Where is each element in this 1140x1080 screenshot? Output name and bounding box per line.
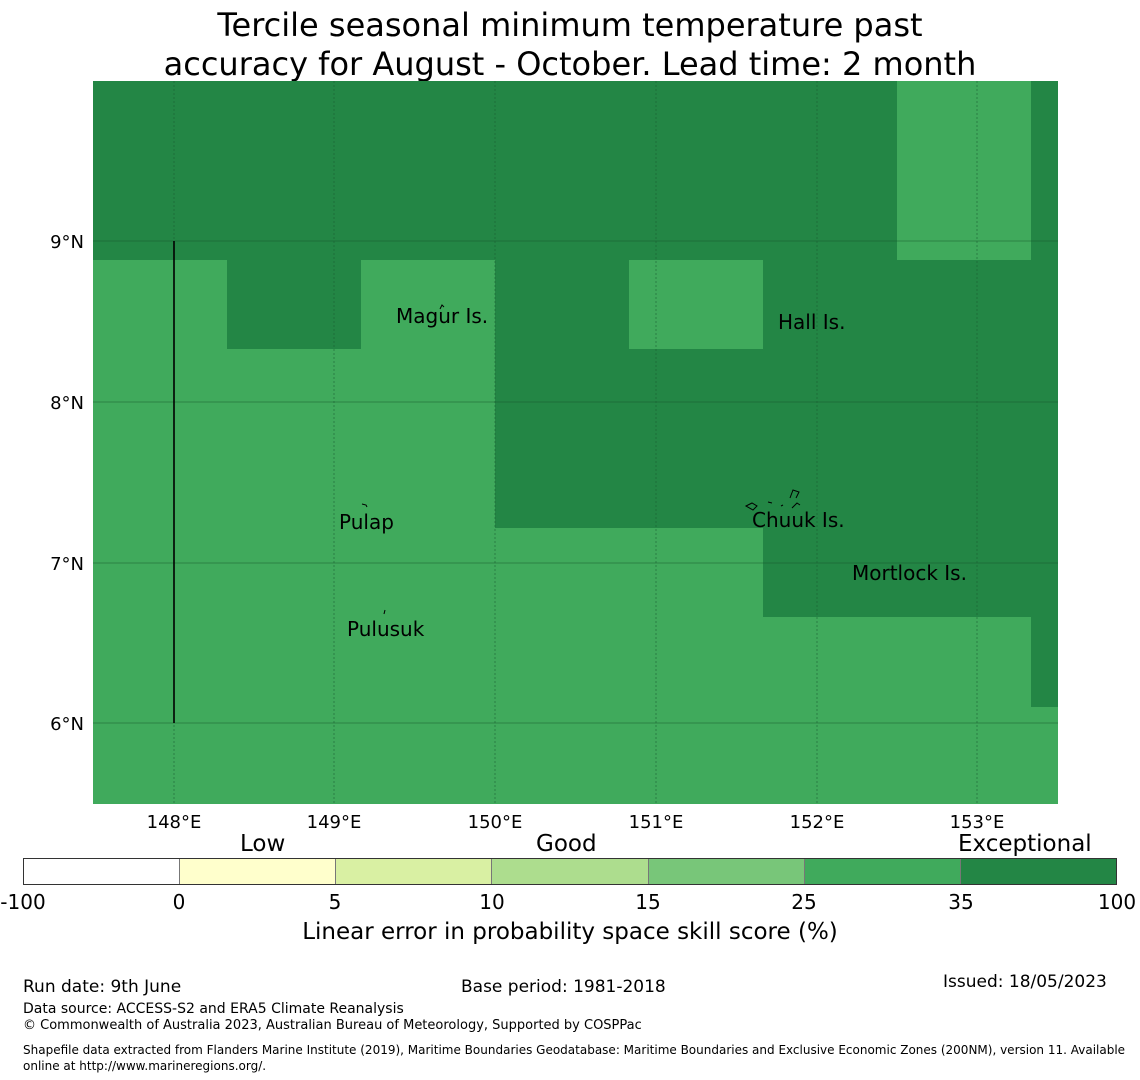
- exceptional-patch-west: [227, 260, 361, 349]
- pulap-island-shape: [361, 503, 368, 508]
- lat-label-9n: 9°N: [50, 232, 84, 253]
- colorbar-tick: 35: [948, 890, 974, 914]
- data-source: Data source: ACCESS-S2 and ERA5 Climate …: [23, 1001, 404, 1017]
- place-label-hall: Hall Is.: [778, 310, 845, 334]
- base-period: Base period: 1981-2018: [461, 977, 666, 997]
- colorbar-segment-2: [180, 859, 337, 884]
- legend-colorbar: [23, 858, 1117, 885]
- good-patch-center: [629, 260, 763, 349]
- colorbar-segment-1: [24, 859, 181, 884]
- lon-label-152e: 152°E: [790, 812, 845, 830]
- lat-label-8n: 8°N: [50, 393, 84, 414]
- place-labels: Magur Is. Hall Is. Pulap Chuuk Is. Mortl…: [339, 304, 967, 641]
- map-title: Tercile seasonal minimum temperature pas…: [0, 6, 1140, 84]
- good-region-south-east: [763, 617, 1031, 804]
- colorbar-tick: 10: [479, 890, 505, 914]
- colorbar-tick: 5: [328, 890, 342, 914]
- lon-label-148e: 148°E: [147, 812, 202, 830]
- lat-label-6n: 6°N: [50, 714, 84, 735]
- good-patch-northeast: [897, 81, 1031, 260]
- colorbar-segment-5: [648, 859, 805, 884]
- colorbar-tick: 100: [1097, 890, 1137, 914]
- chuuk-lagoon-shape: [744, 489, 801, 511]
- colorbar-segment-6: [804, 859, 961, 884]
- good-region-west: [93, 260, 495, 804]
- colorbar-tick: -100: [0, 890, 46, 914]
- colorbar-tick: 0: [172, 890, 186, 914]
- place-label-mortlock: Mortlock Is.: [852, 561, 967, 585]
- colorbar-label: Linear error in probability space skill …: [302, 919, 838, 945]
- colorbar-segment-7: [960, 859, 1116, 884]
- colorbar-segment-3: [336, 859, 493, 884]
- pulusuk-island-shape: [383, 609, 386, 615]
- legend-category-good: Good: [536, 831, 597, 857]
- run-date: Run date: 9th June: [23, 977, 182, 997]
- colorbar-tick: 15: [635, 890, 661, 914]
- issued-date: Issued: 18/05/2023: [943, 972, 1107, 992]
- place-label-chuuk: Chuuk Is.: [752, 508, 845, 532]
- colorbar-tick: 25: [791, 890, 817, 914]
- shapefile-attribution: Shapefile data extracted from Flanders M…: [23, 1043, 1126, 1073]
- latitude-axis: 9°N 8°N 7°N 6°N: [50, 232, 84, 735]
- good-region-south-corner: [1031, 707, 1058, 804]
- legend-category-low: Low: [240, 831, 286, 857]
- place-label-pulap: Pulap: [339, 510, 394, 534]
- lon-label-150e: 150°E: [468, 812, 523, 830]
- place-label-magur: Magur Is.: [396, 304, 488, 328]
- lon-label-149e: 149°E: [307, 812, 362, 830]
- place-label-pulusuk: Pulusuk: [347, 617, 425, 641]
- colorbar-segment-4: [492, 859, 649, 884]
- good-region-south-center: [495, 528, 763, 804]
- lon-label-151e: 151°E: [629, 812, 684, 830]
- island-outlines: [361, 304, 801, 615]
- lat-label-7n: 7°N: [50, 554, 84, 575]
- magur-island-shape: [439, 304, 445, 310]
- legend-category-exceptional: Exceptional: [958, 831, 1092, 857]
- skill-map: Magur Is. Hall Is. Pulap Chuuk Is. Mortl…: [50, 81, 1058, 830]
- title-line-2: accuracy for August - October. Lead time…: [163, 45, 977, 83]
- copyright-notice: © Commonwealth of Australia 2023, Austra…: [23, 1018, 642, 1033]
- longitude-axis: 148°E 149°E 150°E 151°E 152°E 153°E: [147, 812, 1005, 830]
- lon-label-153e: 153°E: [950, 812, 1005, 830]
- title-line-1: Tercile seasonal minimum temperature pas…: [217, 6, 923, 44]
- map-background: [93, 81, 1058, 804]
